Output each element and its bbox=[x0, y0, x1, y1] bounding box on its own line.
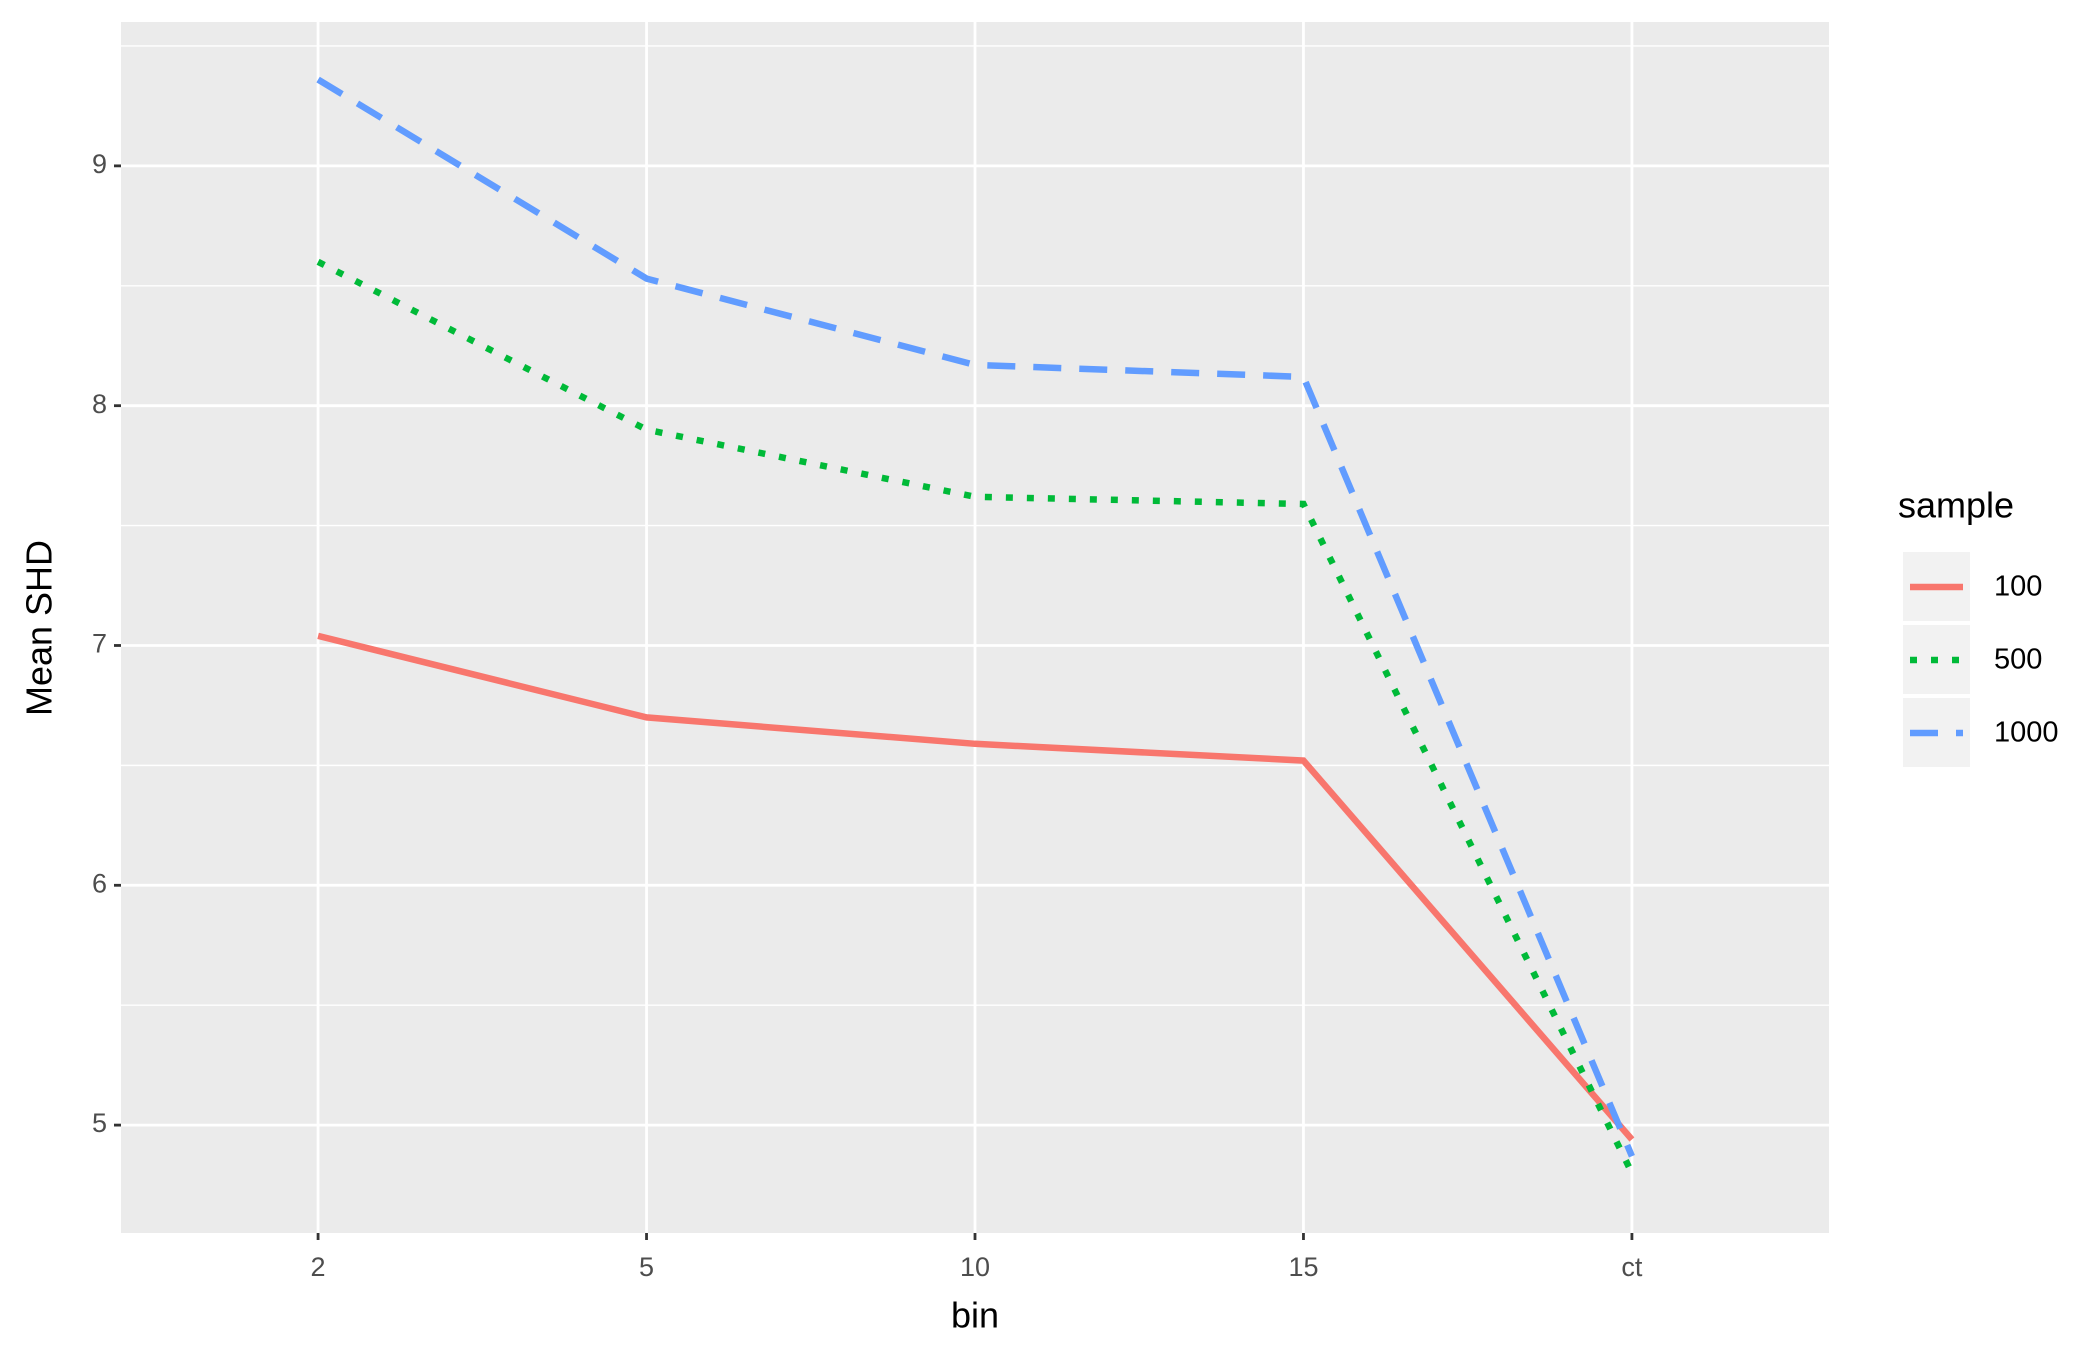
x-tick-label: 2 bbox=[311, 1252, 326, 1282]
y-tick-label: 5 bbox=[92, 1108, 107, 1138]
y-tick-label: 9 bbox=[92, 149, 107, 179]
legend-label: 1000 bbox=[1994, 717, 2059, 749]
y-tick-label: 7 bbox=[92, 629, 107, 659]
y-axis-title: Mean SHD bbox=[19, 540, 60, 716]
y-tick-label: 8 bbox=[92, 389, 107, 419]
legend-title: sample bbox=[1898, 485, 2014, 526]
legend-label: 100 bbox=[1994, 571, 2042, 603]
x-tick-label: 5 bbox=[639, 1252, 654, 1282]
x-axis-title: bin bbox=[951, 1295, 999, 1336]
y-tick-label: 6 bbox=[92, 868, 107, 898]
line-series bbox=[316, 76, 1635, 1158]
line-series bbox=[316, 258, 1635, 1175]
legend-label: 500 bbox=[1994, 644, 2042, 676]
x-tick-label: ct bbox=[1621, 1252, 1643, 1282]
line-series bbox=[317, 632, 1635, 1142]
x-tick-label: 10 bbox=[960, 1252, 990, 1282]
x-tick-label: 15 bbox=[1288, 1252, 1318, 1282]
